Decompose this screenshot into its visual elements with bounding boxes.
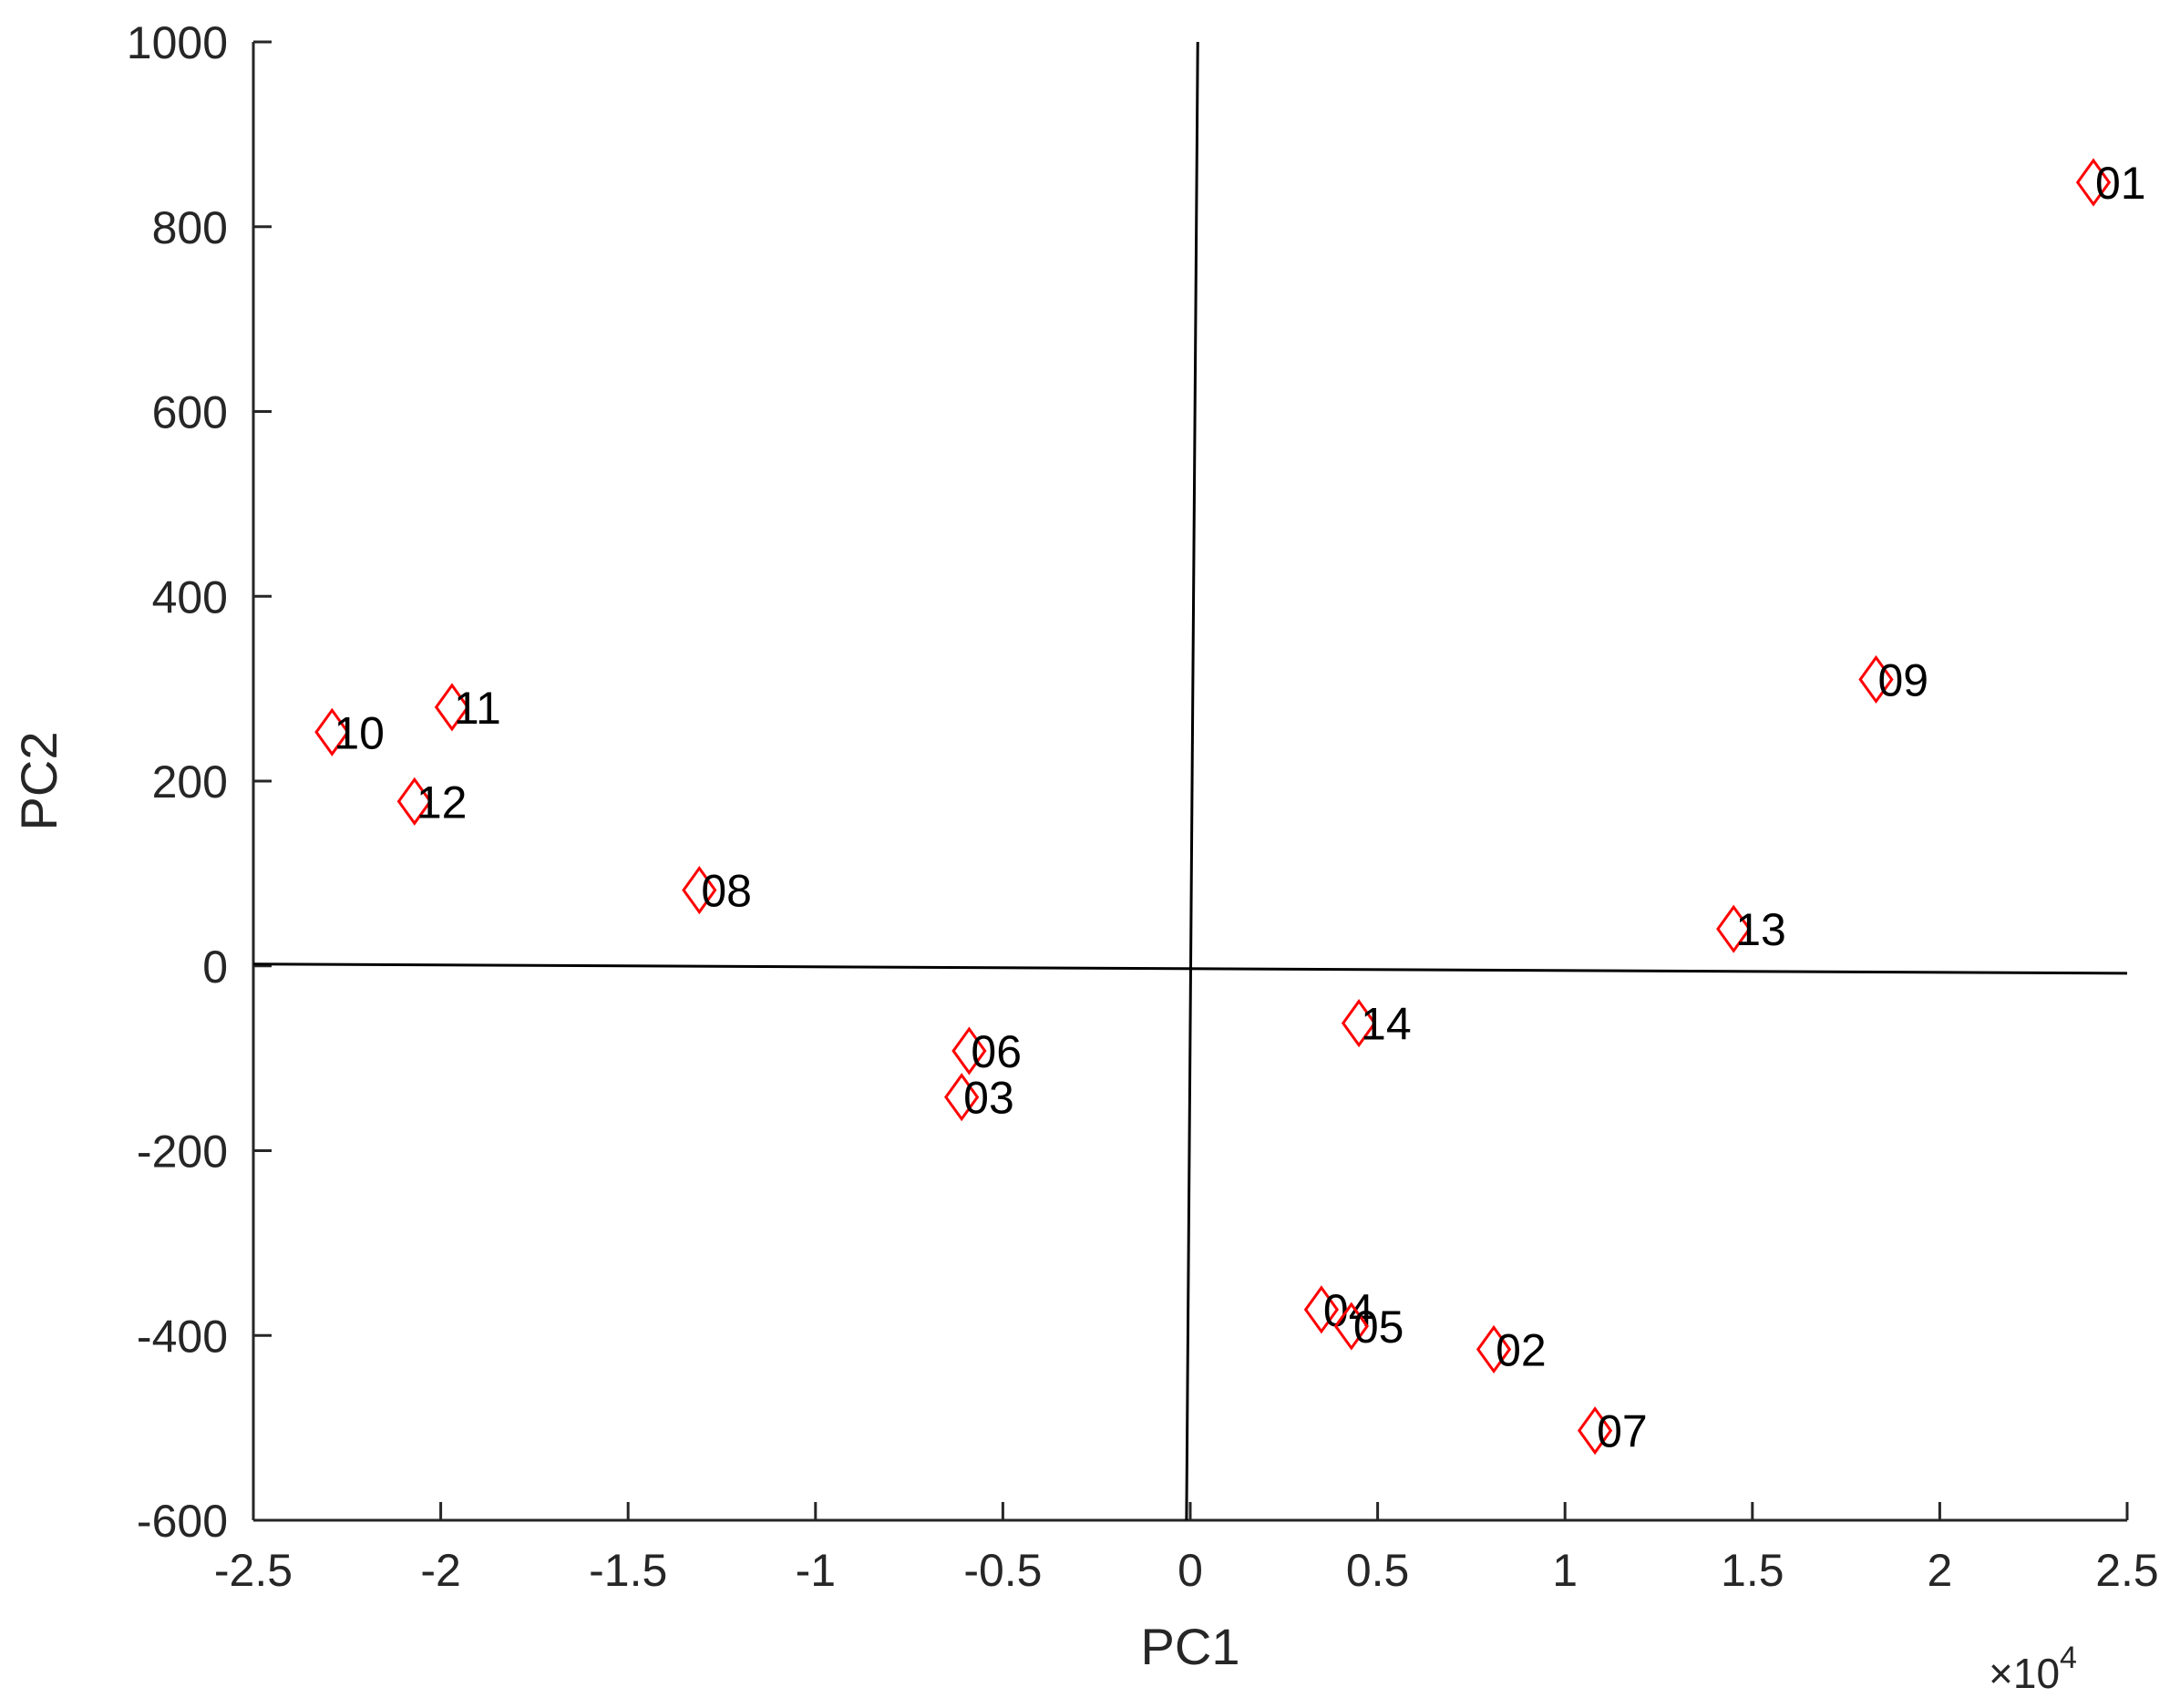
point-label: 05 (1353, 1302, 1404, 1353)
data-point: 06 (951, 1026, 1022, 1077)
y-tick-label: -200 (137, 1127, 228, 1178)
data-point: 08 (682, 866, 752, 917)
x-tick-label: -2 (420, 1545, 460, 1596)
diamond-marker (944, 1073, 980, 1122)
y-tick-label: 400 (152, 571, 228, 622)
point-label: 06 (971, 1026, 1022, 1077)
zero-lines (252, 41, 2128, 1521)
data-point: 14 (1341, 999, 1412, 1050)
data-point: 02 (1476, 1324, 1547, 1375)
y-tick-label: 0 (202, 941, 228, 993)
x-exponent-base: ×10 (1989, 1650, 2060, 1697)
x-tick-label: 0.5 (1346, 1545, 1410, 1596)
y-tick-label: 1000 (127, 17, 228, 68)
y-tick-label: 800 (152, 202, 228, 253)
x-axis-title: PC1 (1141, 1618, 1240, 1675)
diamond-marker (1341, 999, 1377, 1048)
data-point: 03 (944, 1073, 1014, 1124)
y-tick-label: 200 (152, 756, 228, 808)
y-tick-label: -400 (137, 1311, 228, 1362)
point-label: 01 (2095, 158, 2146, 209)
data-point: 12 (396, 777, 468, 828)
x-tick-label: -1.5 (589, 1545, 667, 1596)
diamond-marker (1577, 1406, 1613, 1456)
data-point: 05 (1333, 1302, 1404, 1353)
point-label: 02 (1496, 1324, 1547, 1375)
data-point: 11 (434, 683, 501, 734)
point-label: 10 (334, 707, 385, 758)
data-point: 07 (1577, 1406, 1648, 1457)
x-exponent-power: 4 (2060, 1641, 2077, 1675)
x-tick-label: -0.5 (963, 1545, 1042, 1596)
x-tick-label: 2 (1927, 1545, 1952, 1596)
point-label: 09 (1877, 654, 1928, 705)
diamond-marker (1716, 904, 1752, 953)
point-label: 07 (1597, 1406, 1648, 1457)
point-label: 12 (416, 777, 468, 828)
diamond-marker (434, 683, 470, 732)
diamond-marker (682, 866, 717, 915)
diamond-marker (1303, 1285, 1340, 1334)
point-label: 11 (454, 683, 501, 734)
x-tick-label: -1 (796, 1545, 836, 1596)
y-axis-title: PC2 (10, 732, 67, 831)
x-tick-label: -2.5 (214, 1545, 293, 1596)
x-tick-label: 2.5 (2095, 1545, 2159, 1596)
x-tick-label: 1.5 (1721, 1545, 1784, 1596)
diamond-marker (396, 777, 432, 826)
y-tick-label: 600 (152, 387, 228, 438)
data-point: 09 (1858, 654, 1928, 705)
y-tick-label: -600 (137, 1496, 228, 1547)
x-tick-label: 0 (1177, 1545, 1203, 1596)
point-label: 14 (1361, 999, 1412, 1050)
diamond-marker (314, 707, 350, 756)
data-point: 01 (2075, 158, 2146, 209)
data-point: 13 (1716, 904, 1786, 955)
diamond-marker (1476, 1324, 1512, 1374)
zero-line-vertical (1185, 41, 1199, 1521)
diamond-marker (1333, 1302, 1369, 1351)
x-tick-label: 1 (1552, 1545, 1578, 1596)
diamond-marker (951, 1026, 987, 1075)
diamond-marker (2075, 158, 2112, 207)
point-label: 13 (1735, 904, 1786, 955)
point-label: 03 (963, 1073, 1014, 1124)
x-axis-exponent: ×104 (1989, 1641, 2077, 1697)
data-point: 10 (314, 707, 385, 758)
point-label: 08 (701, 866, 752, 917)
diamond-marker (1858, 654, 1894, 705)
axes: -2.5 -2 -1.5 -1 -0.5 0 0.5 1 1.5 2 2.5 -600 -400 -200… (127, 17, 2159, 1596)
